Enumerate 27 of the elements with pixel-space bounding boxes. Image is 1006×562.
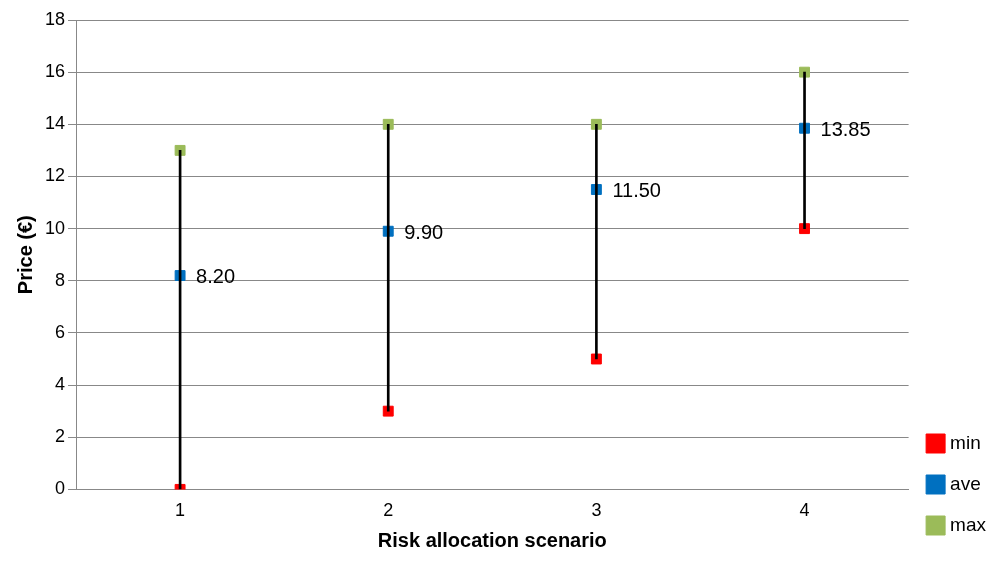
y-tick-label: 12 [44, 165, 66, 186]
data-label: 8.20 [196, 265, 236, 288]
y-tick-label: 8 [55, 269, 66, 290]
y-tick-label: 10 [44, 217, 66, 238]
legend-label: max [950, 513, 987, 535]
data-label: 13.85 [820, 117, 871, 140]
bar [386, 123, 390, 412]
legend-label: ave [950, 472, 981, 494]
data-label: 11.50 [612, 179, 661, 202]
legend-label: min [950, 431, 981, 453]
data-label: 9.90 [404, 220, 444, 243]
x-tick-label: 4 [799, 500, 810, 521]
y-tick-label: 16 [44, 61, 66, 82]
y-axis-title: Price (€) [13, 215, 36, 295]
point [174, 144, 186, 156]
bar [803, 71, 806, 229]
y-tick-label: 0 [55, 478, 66, 499]
bar [595, 123, 598, 360]
y-tick-label: 18 [44, 8, 66, 29]
x-tick-label: 2 [383, 500, 394, 521]
y-tick-label: 2 [55, 426, 66, 447]
y-tick-label: 4 [55, 374, 66, 395]
x-tick-label: 1 [175, 500, 186, 521]
y-tick-label: 14 [44, 113, 66, 134]
x-tick-label: 3 [591, 500, 602, 521]
y-tick-label: 6 [55, 321, 66, 342]
x-axis-title: Risk allocation scenario [377, 528, 607, 551]
